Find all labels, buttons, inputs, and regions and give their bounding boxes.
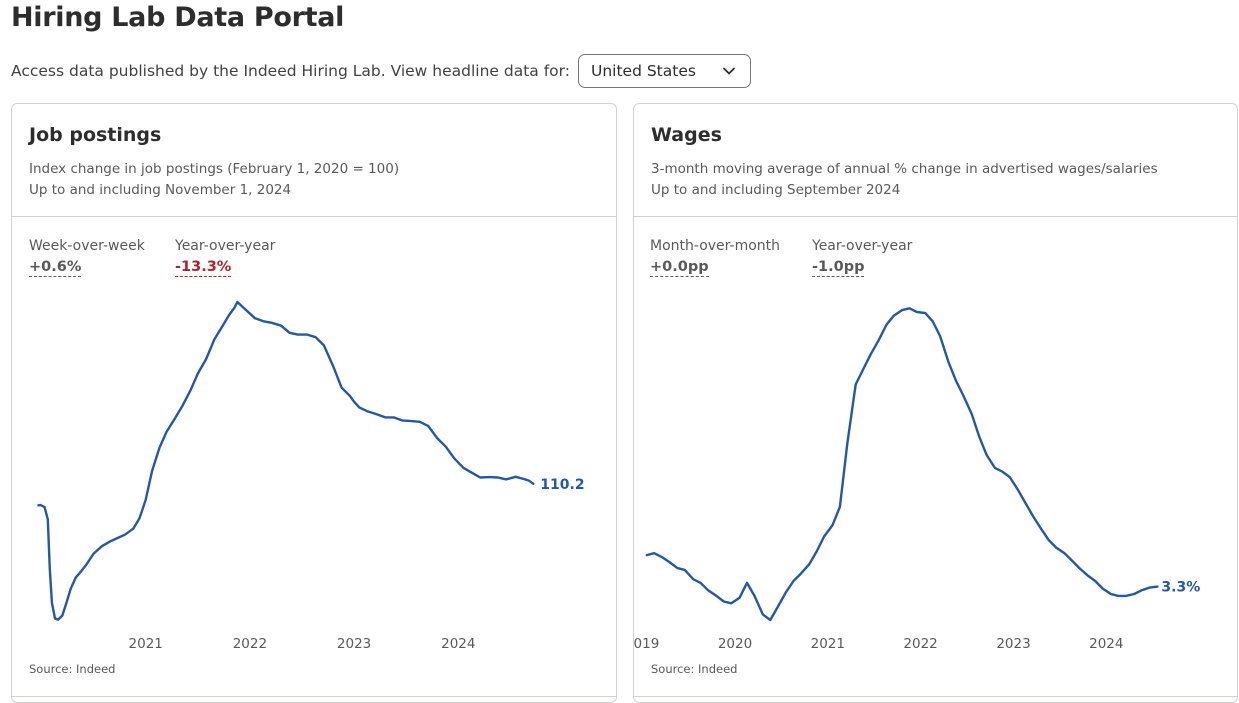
x-tick-label: 2022 [903, 636, 937, 652]
card-divider [634, 696, 1237, 697]
source-note: Source: Indeed [651, 662, 738, 676]
metric-value[interactable]: +0.0pp [650, 259, 709, 277]
card-divider [12, 216, 616, 217]
country-select[interactable]: United States [577, 54, 751, 88]
metric-value[interactable]: +0.6% [29, 259, 82, 277]
x-tick-label: 2024 [441, 636, 475, 652]
card-title: Wages [651, 124, 722, 146]
x-tick-label: 2020 [718, 636, 752, 652]
card-date-note: Up to and including September 2024 [651, 182, 901, 198]
metric-month-over-month: Month-over-month +0.0pp [650, 238, 780, 277]
card-divider [12, 696, 616, 697]
end-value-label: 110.2 [540, 477, 584, 493]
x-tick-label: 2019 [634, 636, 659, 652]
job-postings-chart: 110.2 2021 2022 2023 2024 [37, 300, 585, 652]
metric-year-over-year: Year-over-year -13.3% [175, 238, 275, 277]
x-tick-label: 2022 [233, 636, 267, 652]
page-title: Hiring Lab Data Portal [11, 2, 345, 33]
series-line[interactable] [645, 307, 1159, 622]
source-note: Source: Indeed [29, 662, 116, 676]
metric-value[interactable]: -1.0pp [812, 259, 865, 277]
metric-label: Year-over-year [812, 238, 913, 254]
card-divider [634, 216, 1237, 217]
end-value-label: 3.3% [1161, 580, 1200, 596]
job-postings-card: Job postings Index change in job posting… [11, 103, 617, 703]
chevron-down-icon [723, 67, 735, 75]
metric-week-over-week: Week-over-week +0.6% [29, 238, 145, 277]
x-tick-label: 2021 [129, 636, 163, 652]
wages-card: Wages 3-month moving average of annual %… [633, 103, 1238, 703]
x-tick-label: 2024 [1089, 636, 1123, 652]
series-line[interactable] [37, 300, 535, 621]
metric-label: Month-over-month [650, 238, 781, 254]
metric-label: Year-over-year [175, 238, 276, 254]
metric-value[interactable]: -13.3% [175, 259, 232, 277]
x-tick-label: 2021 [811, 636, 845, 652]
metric-year-over-year: Year-over-year -1.0pp [812, 238, 912, 277]
country-select-value: United States [590, 62, 696, 80]
card-title: Job postings [29, 124, 162, 146]
card-subtitle: Index change in job postings (February 1… [29, 161, 400, 177]
metric-label: Week-over-week [29, 238, 145, 254]
card-date-note: Up to and including November 1, 2024 [29, 182, 292, 198]
x-tick-label: 2023 [337, 636, 371, 652]
card-subtitle: 3-month moving average of annual % chang… [651, 161, 1158, 177]
wages-chart: 3.3% 2019 2020 2021 2022 2023 2024 [634, 307, 1200, 652]
x-tick-label: 2023 [996, 636, 1030, 652]
intro-row: Access data published by the Indeed Hiri… [11, 53, 751, 89]
intro-text: Access data published by the Indeed Hiri… [11, 62, 570, 80]
